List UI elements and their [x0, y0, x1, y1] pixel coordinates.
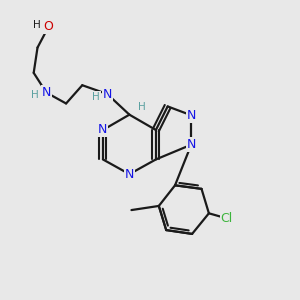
Text: N: N [42, 86, 51, 99]
Text: N: N [187, 109, 196, 122]
Text: N: N [98, 124, 108, 136]
Text: Cl: Cl [220, 212, 233, 225]
Text: H: H [92, 92, 100, 102]
Text: N: N [103, 88, 112, 100]
Text: H: H [31, 90, 39, 100]
Text: H: H [33, 20, 41, 30]
Text: N: N [125, 168, 134, 181]
Text: N: N [187, 138, 196, 151]
Text: O: O [44, 20, 53, 33]
Text: H: H [138, 102, 146, 112]
